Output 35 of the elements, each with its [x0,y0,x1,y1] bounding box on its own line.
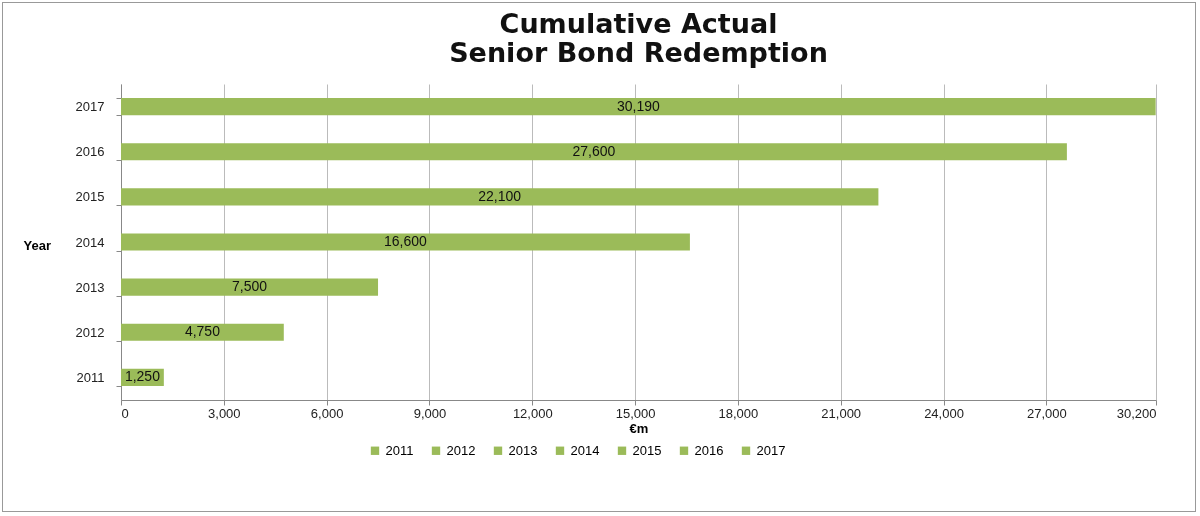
data-label: 30,190 [616,97,660,114]
data-label: 7,500 [231,278,268,295]
y-tick-label: 2017 [75,99,105,115]
y-tick-label: 2012 [75,324,105,340]
x-tick-label: 21,000 [821,405,862,421]
data-label: 4,750 [184,323,221,340]
data-label: 1,250 [124,368,161,385]
x-tick-label: 12,000 [512,405,553,421]
y-tick-label: 2011 [76,369,105,385]
y-tick-label: 2013 [75,279,105,295]
x-tick-label: 18,000 [718,405,759,421]
x-tick-label: 3,000 [208,405,241,421]
legend-label: 2012 [446,442,476,458]
x-tick-label: 24,000 [924,405,964,421]
x-tick-label: 9,000 [413,405,447,421]
x-tick-label: 30,200 [1116,405,1157,421]
legend-label: 2017 [756,442,786,458]
legend-label: 2011 [385,442,414,458]
y-axis-title: Year [23,237,51,253]
y-tick-label: 2016 [75,144,105,160]
x-axis-title: €m [629,420,649,436]
chart-title: Cumulative Actual Senior Bond Redemption [449,8,828,68]
data-label: 16,600 [384,233,428,249]
x-tick-label: 15,000 [615,405,656,421]
y-tick-label: 2015 [75,189,105,205]
y-tick-label: 2014 [75,234,105,250]
legend-label: 2014 [570,442,600,458]
x-tick-label: 6,000 [310,405,344,421]
data-label: 27,600 [572,142,616,159]
legend-label: 2015 [632,442,662,458]
legend-label: 2016 [694,442,724,458]
x-tick-label: 0 [121,405,129,421]
data-label: 22,100 [478,187,522,204]
legend-label: 2013 [508,442,538,458]
x-tick-label: 27,000 [1026,405,1067,421]
